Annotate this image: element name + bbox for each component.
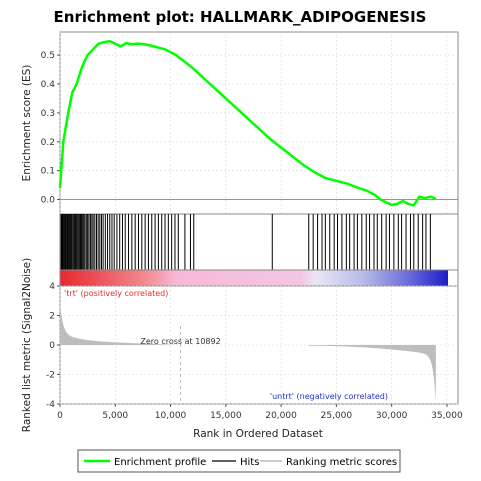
es-y-ticks: 0.0 0.1 0.2 0.3 0.4 0.5 <box>41 51 60 206</box>
negative-correlation-label: 'untrt' (negatively correlated) <box>270 392 388 401</box>
positive-correlation-label: 'trt' (positively correlated) <box>64 289 168 298</box>
x-axis-label: Rank in Ordered Dataset <box>193 428 323 440</box>
es-tick-label: 0.0 <box>41 196 56 206</box>
es-tick-label: 0.1 <box>41 167 55 177</box>
metric-tick-label: -4 <box>46 400 55 410</box>
metric-tick-label: 2 <box>49 312 55 322</box>
legend-box <box>77 449 401 473</box>
es-tick-label: 0.4 <box>41 80 56 90</box>
x-tick-label: 30,000 <box>376 411 408 421</box>
legend-enrichment-label: Enrichment profile <box>114 457 206 468</box>
x-tick-label: 0 <box>57 411 63 421</box>
legend-hits-label: Hits <box>240 457 259 468</box>
hits-group <box>60 214 431 270</box>
x-axis-ticks: 0 5,000 10,000 15,000 20,000 25,000 30,000 35,0… <box>57 404 463 421</box>
x-tick-label: 25,000 <box>321 411 353 421</box>
x-tick-label: 5,000 <box>102 411 128 421</box>
es-tick-label: 0.3 <box>41 109 55 119</box>
es-y-axis-label: Enrichment score (ES) <box>21 65 33 182</box>
x-tick-label: 15,000 <box>210 411 242 421</box>
hits-panel <box>59 213 459 271</box>
ranking-metric-area-negative <box>308 345 436 402</box>
color-bar-end <box>448 270 458 286</box>
x-tick-label: 10,000 <box>155 411 187 421</box>
es-panel <box>59 31 459 215</box>
legend-metric-label: Ranking metric scores <box>286 457 397 468</box>
ranking-metric-area-positive <box>60 303 181 345</box>
es-tick-label: 0.5 <box>41 51 55 61</box>
metric-tick-label: 0 <box>49 341 55 351</box>
chart-title: Enrichment plot: HALLMARK_ADIPOGENESIS <box>54 8 427 26</box>
x-tick-label: 20,000 <box>265 411 297 421</box>
zero-cross-label: Zero cross at 10892 <box>140 337 220 346</box>
metric-tick-label: 4 <box>49 282 55 292</box>
enrichment-profile-line <box>58 39 437 207</box>
metric-y-axis-label: Ranked list metric (Signal2Noise) <box>21 258 33 433</box>
metric-tick-label: -2 <box>46 371 55 381</box>
rank-color-bar <box>60 270 448 286</box>
metric-y-ticks: 4 2 0 -2 -4 <box>46 282 60 410</box>
x-tick-label: 35,000 <box>431 411 463 421</box>
es-tick-label: 0.2 <box>41 138 55 148</box>
